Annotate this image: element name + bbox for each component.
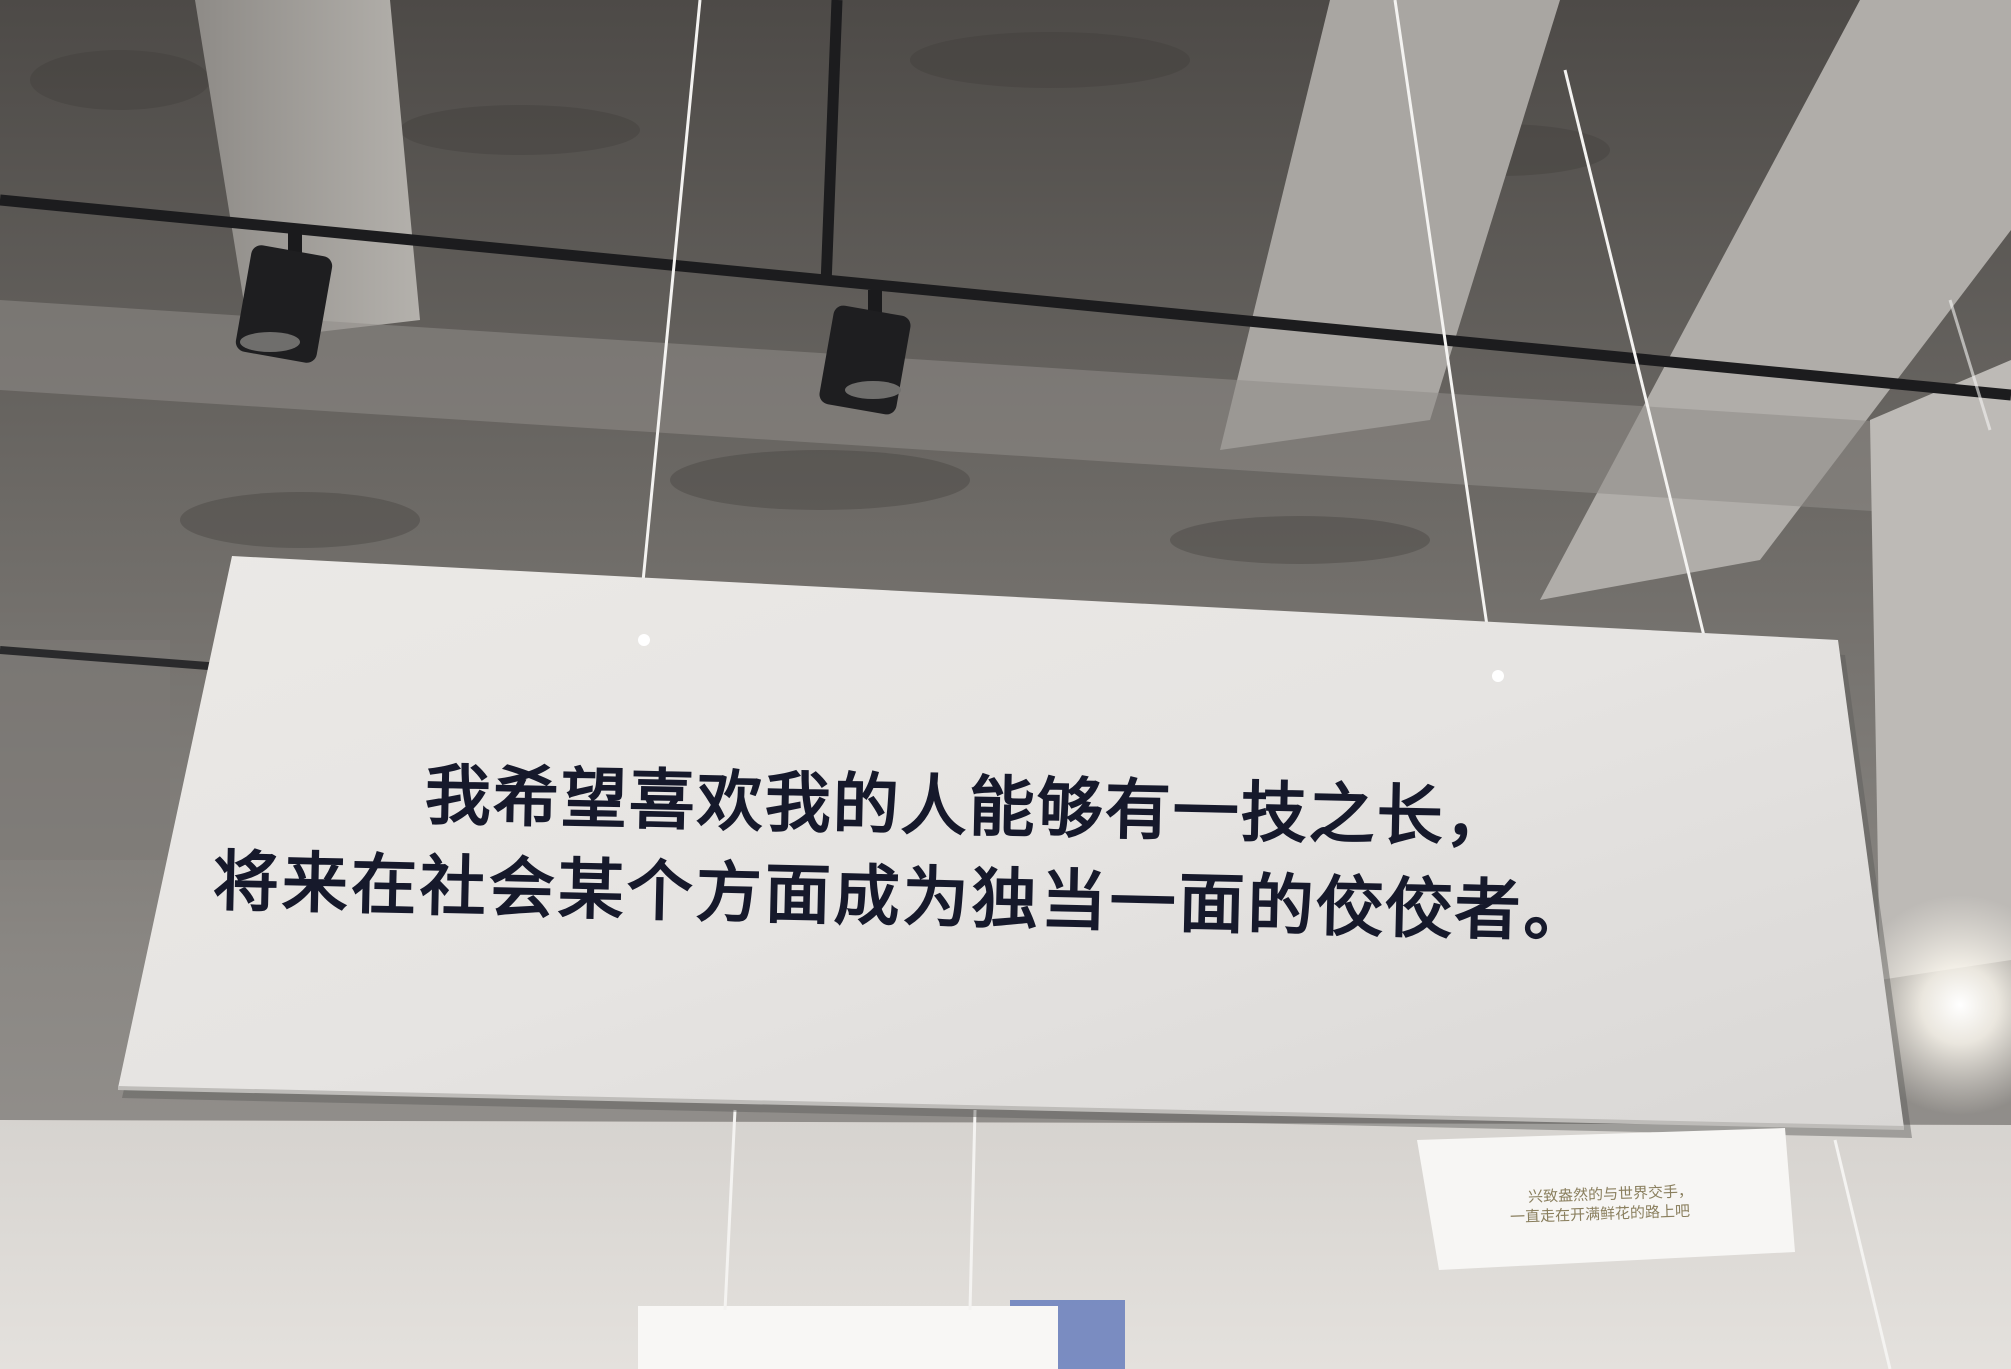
concrete-texture xyxy=(30,32,1610,564)
spotlight-icon xyxy=(235,230,333,363)
lighting-track xyxy=(820,0,843,286)
ceiling-beam xyxy=(0,640,170,860)
spotlight-icon xyxy=(819,290,911,415)
string-knot xyxy=(638,634,650,646)
sign-edge xyxy=(117,1086,1905,1130)
string-knot xyxy=(1492,670,1504,682)
hanging-strings xyxy=(638,0,1992,1369)
lower-sign-board xyxy=(638,1306,1058,1369)
small-card xyxy=(1417,1128,1795,1270)
main-sign-board xyxy=(118,556,1904,1128)
wall-column xyxy=(1870,360,2011,980)
ceiling-beam xyxy=(0,300,2011,520)
ceiling-beam xyxy=(1220,0,1560,450)
lighting-track xyxy=(0,194,2011,401)
